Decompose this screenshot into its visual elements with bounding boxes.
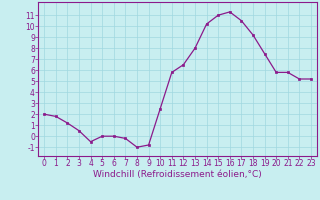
X-axis label: Windchill (Refroidissement éolien,°C): Windchill (Refroidissement éolien,°C) [93,170,262,179]
